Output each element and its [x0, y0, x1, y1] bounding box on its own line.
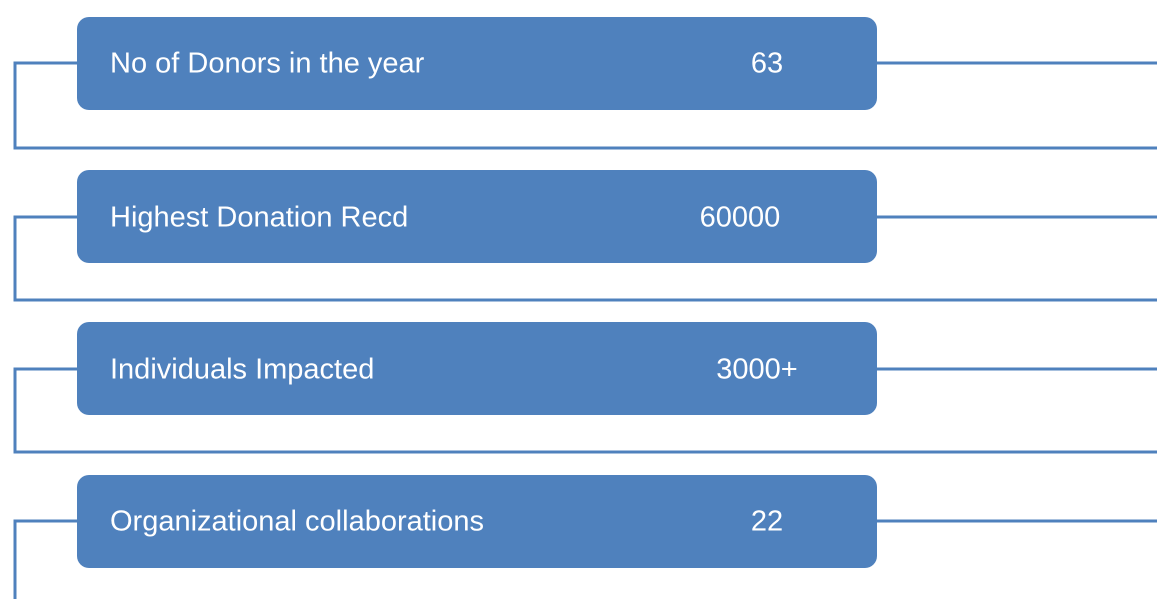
- connector: [13, 215, 1157, 302]
- connector: [13, 61, 1157, 150]
- item-box: [77, 17, 877, 110]
- connector: [13, 367, 1157, 454]
- item-box: [77, 322, 877, 415]
- item-value: 63: [751, 48, 783, 80]
- item-box: [77, 170, 877, 263]
- item-label: Organizational collaborations: [110, 506, 484, 538]
- item-label: Individuals Impacted: [110, 354, 374, 386]
- item-value: 60000: [700, 202, 781, 234]
- item-value: 3000+: [716, 354, 797, 386]
- item-label: Highest Donation Recd: [110, 202, 408, 234]
- item-value: 22: [751, 506, 783, 538]
- connector: [13, 519, 77, 599]
- item-label: No of Donors in the year: [110, 48, 425, 80]
- item-box: [77, 475, 877, 568]
